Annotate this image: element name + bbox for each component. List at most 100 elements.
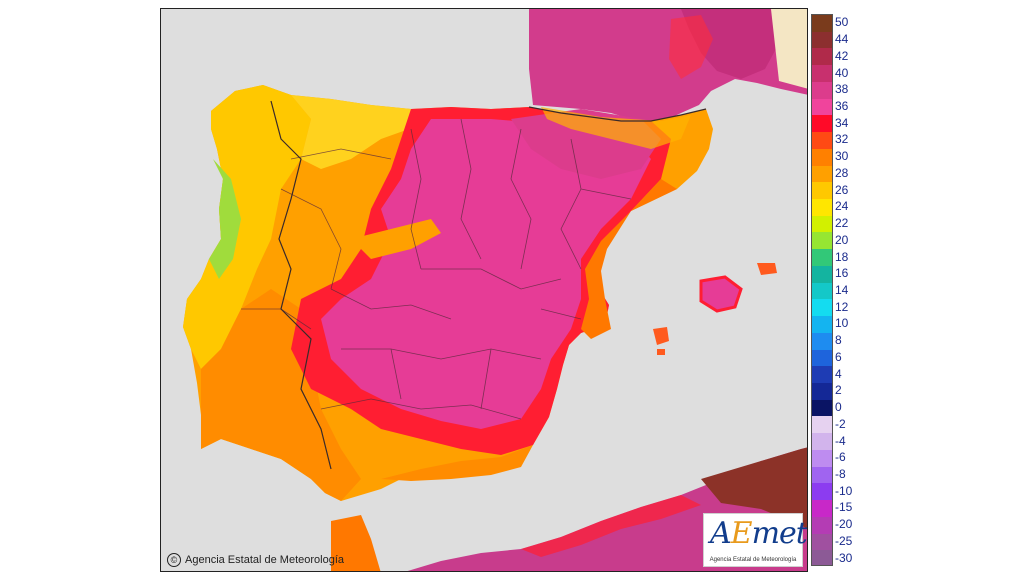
legend-swatch	[812, 98, 832, 117]
legend-label: 38	[835, 82, 849, 97]
legend-label: 40	[835, 65, 849, 80]
legend-swatch	[812, 349, 832, 368]
legend-swatch	[812, 466, 832, 485]
rif-mountains-hot	[521, 495, 701, 557]
france-border	[528, 106, 707, 122]
mallorca-coast	[699, 275, 743, 313]
legend-label: -4	[835, 433, 846, 448]
andorra-region	[771, 9, 807, 89]
legend-swatch	[812, 416, 832, 435]
menorca	[757, 263, 777, 275]
legend-label: 10	[835, 316, 849, 331]
legend-label: -30	[835, 550, 853, 565]
copyright-notice: © Agencia Estatal de Meteorología	[167, 553, 344, 567]
france-hot-edge	[669, 15, 713, 79]
legend-label: 30	[835, 149, 849, 164]
legend-label: -25	[835, 533, 853, 548]
legend-label: 16	[835, 266, 849, 281]
legend-swatch	[812, 132, 832, 150]
legend-label: -6	[835, 450, 846, 465]
legend-label: 36	[835, 99, 849, 113]
logo-letters-met: met	[751, 516, 807, 551]
legend-swatch	[812, 282, 832, 301]
legend-label: -10	[835, 483, 853, 498]
legend-label: 34	[835, 115, 849, 130]
legend-swatch	[812, 81, 832, 100]
mallorca	[701, 277, 741, 311]
legend-label: 26	[835, 182, 849, 197]
legend-label: -8	[835, 467, 846, 481]
legend-swatch	[812, 115, 832, 134]
east-coast-region	[581, 179, 677, 339]
sistema-central-ridge	[351, 219, 441, 259]
temperature-legend: 50 44 42 40 38 36 34 32 30 28 26 24 22 20 18 16 14 12 10 8 6…	[811, 14, 859, 566]
legend-swatch	[812, 483, 832, 502]
legend-label: -2	[835, 416, 846, 431]
legend-swatch	[812, 366, 832, 384]
legend-label: 24	[835, 199, 849, 214]
legend-swatch	[812, 265, 832, 284]
legend-label: 20	[835, 232, 849, 247]
atlantic-coast-cool	[209, 159, 241, 279]
copyright-icon: ©	[167, 553, 181, 567]
legend-swatch	[812, 182, 832, 200]
logo-letter-a: A	[710, 516, 732, 551]
southwest-region	[201, 289, 361, 501]
legend-label: 14	[835, 283, 849, 297]
legend-label: 6	[835, 349, 842, 364]
legend-swatch	[812, 316, 832, 334]
legend-swatch	[812, 215, 832, 234]
legend-label: 4	[835, 366, 842, 381]
legend-label: 22	[835, 216, 849, 231]
legend-swatch	[812, 15, 832, 33]
legend-label: 2	[835, 383, 842, 398]
legend-label: 8	[835, 333, 842, 348]
legend-swatch	[812, 516, 832, 535]
legend-swatch	[812, 399, 832, 418]
legend-swatch	[812, 383, 832, 401]
legend-color-bar	[811, 14, 833, 566]
aemet-logo-word: AEmet	[710, 518, 807, 550]
legend-swatch	[812, 500, 832, 518]
atlas-high-terrain	[701, 447, 807, 529]
aemet-logo-subtitle: Agencia Estatal de Meteorología	[709, 557, 797, 563]
formentera	[657, 349, 665, 355]
pyrenees-band	[541, 107, 691, 149]
portugal-border	[270, 100, 332, 470]
legend-label: -20	[835, 517, 853, 532]
legend-swatch	[812, 199, 832, 217]
legend-swatch	[812, 31, 832, 50]
legend-label: 12	[835, 299, 849, 314]
legend-swatch	[812, 165, 832, 184]
legend-swatch	[812, 232, 832, 251]
legend-swatch	[812, 550, 832, 565]
south-coast-region	[381, 445, 533, 481]
legend-label: 42	[835, 48, 849, 63]
province-borders	[241, 118, 632, 420]
legend-label: 32	[835, 132, 849, 147]
legend-label: -15	[835, 500, 853, 515]
legend-swatch	[812, 332, 832, 351]
legend-swatch	[812, 249, 832, 267]
legend-label: 50	[835, 15, 849, 30]
legend-swatch	[812, 148, 832, 167]
copyright-text: Agencia Estatal de Meteorología	[185, 554, 344, 566]
legend-label: 0	[835, 400, 842, 415]
legend-swatch	[812, 433, 832, 451]
temperature-map[interactable]: © Agencia Estatal de Meteorología AEmet …	[160, 8, 808, 572]
legend-swatch	[812, 449, 832, 468]
legend-swatch	[812, 48, 832, 67]
legend-label: 44	[835, 32, 849, 47]
legend-swatch	[812, 299, 832, 318]
legend-label: 28	[835, 165, 849, 180]
map-canvas	[161, 9, 807, 571]
legend-swatch	[812, 65, 832, 83]
galicia-region	[183, 85, 311, 369]
logo-letter-e: E	[730, 516, 753, 551]
cantabria-region	[291, 95, 411, 169]
legend-swatch	[812, 533, 832, 552]
ibiza	[653, 327, 669, 345]
north-africa-west	[331, 515, 381, 571]
legend-label: 18	[835, 249, 849, 264]
aemet-logo: AEmet Agencia Estatal de Meteorología	[703, 513, 807, 567]
